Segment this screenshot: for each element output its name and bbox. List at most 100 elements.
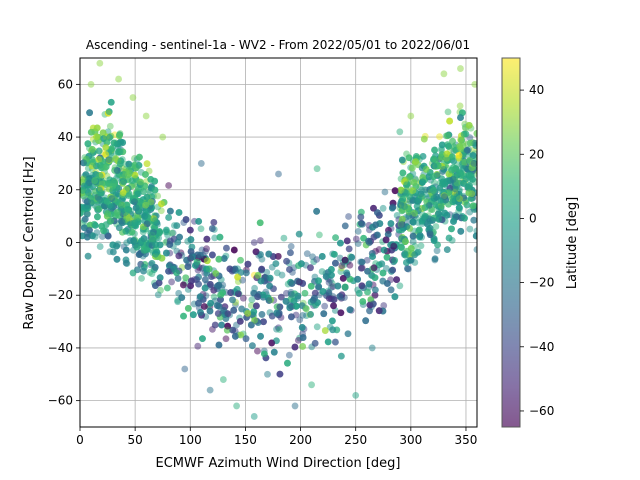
scatter-point bbox=[284, 359, 291, 367]
scatter-point bbox=[87, 80, 95, 88]
scatter-point bbox=[96, 172, 104, 179]
scatter-point bbox=[244, 309, 252, 317]
scatter-point bbox=[93, 133, 100, 141]
scatter-point bbox=[401, 251, 409, 259]
scatter-point bbox=[137, 178, 144, 186]
scatter-point bbox=[410, 179, 418, 186]
scatter-point bbox=[429, 173, 437, 181]
scatter-point bbox=[355, 289, 363, 297]
scatter-point bbox=[142, 246, 150, 254]
data-points bbox=[80, 59, 477, 420]
scatter-point bbox=[253, 302, 260, 310]
scatter-point bbox=[466, 182, 473, 190]
scatter-point bbox=[163, 226, 170, 234]
scatter-point bbox=[154, 192, 162, 200]
scatter-point bbox=[407, 244, 415, 252]
scatter-point bbox=[445, 142, 452, 150]
scatter-point bbox=[128, 228, 136, 236]
scatter-point bbox=[89, 232, 96, 240]
scatter-point bbox=[95, 205, 103, 213]
scatter-point bbox=[322, 273, 330, 280]
scatter-point bbox=[165, 262, 173, 270]
scatter-point bbox=[93, 124, 101, 132]
scatter-point bbox=[435, 210, 442, 218]
colorbar-tick-label: −60 bbox=[529, 404, 554, 418]
scatter-point bbox=[143, 160, 151, 168]
colorbar-tick-label: −40 bbox=[529, 340, 554, 354]
scatter-point bbox=[182, 216, 190, 223]
scatter-point bbox=[270, 348, 278, 356]
scatter-point bbox=[151, 177, 159, 185]
scatter-point bbox=[299, 312, 307, 319]
scatter-point bbox=[415, 196, 422, 204]
scatter-point bbox=[339, 274, 347, 282]
scatter-point bbox=[328, 317, 336, 325]
scatter-point bbox=[141, 182, 149, 190]
scatter-point bbox=[363, 256, 371, 264]
scatter-point bbox=[213, 282, 221, 290]
scatter-point bbox=[242, 269, 250, 277]
scatter-point bbox=[383, 253, 391, 261]
scatter-point bbox=[417, 242, 425, 250]
scatter-point bbox=[378, 260, 386, 268]
scatter-point bbox=[429, 216, 436, 224]
scatter-point bbox=[457, 114, 464, 121]
scatter-point bbox=[266, 282, 274, 290]
scatter-point bbox=[324, 338, 332, 346]
scatter-point bbox=[151, 186, 159, 194]
scatter-point bbox=[360, 234, 367, 242]
scatter-point bbox=[422, 165, 430, 173]
scatter-point bbox=[341, 222, 349, 230]
scatter-point bbox=[430, 187, 437, 194]
scatter-point bbox=[89, 158, 97, 166]
scatter-point bbox=[444, 108, 452, 116]
scatter-point bbox=[473, 246, 477, 253]
scatter-point bbox=[469, 202, 477, 210]
scatter-point bbox=[313, 207, 321, 215]
scatter-point bbox=[108, 145, 115, 153]
scatter-point bbox=[352, 235, 360, 243]
colorbar-ticks: −60 −40 −20 0 20 40 bbox=[520, 83, 554, 418]
scatter-point bbox=[299, 280, 307, 287]
scatter-point bbox=[248, 296, 256, 304]
scatter-point bbox=[113, 167, 121, 174]
scatter-point bbox=[168, 229, 176, 237]
scatter-point bbox=[103, 198, 111, 205]
scatter-point bbox=[278, 271, 286, 279]
scatter-point bbox=[449, 137, 456, 145]
scatter-point bbox=[256, 219, 264, 227]
scatter-point bbox=[143, 193, 151, 201]
scatter-point bbox=[466, 225, 474, 233]
scatter-point bbox=[379, 269, 387, 277]
scatter-point bbox=[321, 302, 329, 310]
scatter-point bbox=[411, 251, 419, 259]
scatter-point bbox=[313, 165, 321, 173]
scatter-point bbox=[216, 233, 224, 241]
scatter-point bbox=[129, 94, 137, 101]
scatter-point bbox=[343, 237, 351, 245]
scatter-point bbox=[109, 248, 117, 256]
scatter-point bbox=[113, 140, 121, 148]
scatter-point bbox=[234, 290, 242, 298]
scatter-point bbox=[159, 133, 167, 141]
scatter-point bbox=[199, 335, 206, 343]
scatter-point bbox=[299, 334, 307, 341]
scatter-point bbox=[226, 265, 234, 273]
scatter-point bbox=[105, 108, 113, 116]
scatter-point bbox=[163, 284, 171, 292]
scatter-point bbox=[122, 259, 130, 267]
scatter-point bbox=[119, 189, 127, 197]
scatter-point bbox=[397, 243, 405, 251]
scatter-point bbox=[450, 218, 457, 225]
scatter-point bbox=[113, 255, 121, 263]
scatter-point bbox=[126, 169, 134, 177]
scatter-point bbox=[418, 179, 426, 186]
scatter-point bbox=[287, 249, 294, 257]
scatter-point bbox=[195, 299, 202, 307]
scatter-point bbox=[115, 224, 123, 232]
x-tick-label: 150 bbox=[234, 433, 257, 447]
scatter-point bbox=[311, 289, 319, 297]
scatter-point bbox=[403, 181, 410, 189]
scatter-point bbox=[142, 171, 149, 178]
scatter-point bbox=[247, 321, 255, 329]
